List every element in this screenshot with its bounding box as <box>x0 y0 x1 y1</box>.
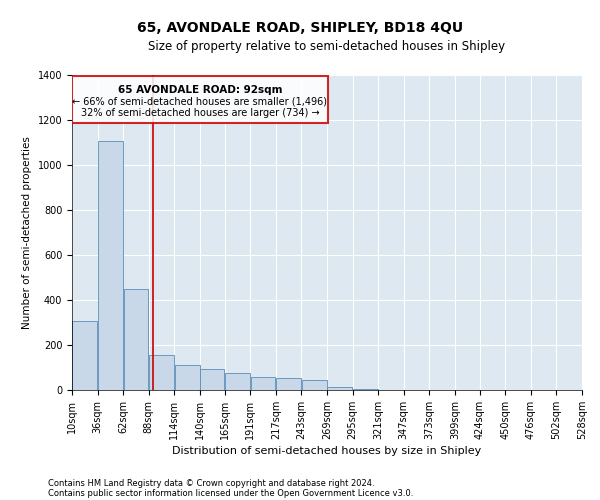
Bar <box>73 322 97 390</box>
Bar <box>251 377 275 390</box>
Y-axis label: Number of semi-detached properties: Number of semi-detached properties <box>22 136 32 329</box>
Title: Size of property relative to semi-detached houses in Shipley: Size of property relative to semi-detach… <box>148 40 506 53</box>
Bar <box>328 386 352 390</box>
Text: 65, AVONDALE ROAD, SHIPLEY, BD18 4QU: 65, AVONDALE ROAD, SHIPLEY, BD18 4QU <box>137 21 463 35</box>
Bar <box>276 378 301 390</box>
Bar <box>72 76 328 124</box>
Bar <box>98 142 123 390</box>
Text: Contains public sector information licensed under the Open Government Licence v3: Contains public sector information licen… <box>48 488 413 498</box>
Bar <box>302 380 326 390</box>
Text: 32% of semi-detached houses are larger (734) →: 32% of semi-detached houses are larger (… <box>80 108 319 118</box>
Text: ← 66% of semi-detached houses are smaller (1,496): ← 66% of semi-detached houses are smalle… <box>73 97 328 107</box>
Bar <box>353 389 378 390</box>
Bar <box>149 355 174 390</box>
X-axis label: Distribution of semi-detached houses by size in Shipley: Distribution of semi-detached houses by … <box>172 446 482 456</box>
Bar <box>225 373 250 390</box>
Bar <box>175 365 200 390</box>
Bar <box>200 368 224 390</box>
Text: 65 AVONDALE ROAD: 92sqm: 65 AVONDALE ROAD: 92sqm <box>118 84 282 94</box>
Text: Contains HM Land Registry data © Crown copyright and database right 2024.: Contains HM Land Registry data © Crown c… <box>48 478 374 488</box>
Bar <box>124 289 148 390</box>
